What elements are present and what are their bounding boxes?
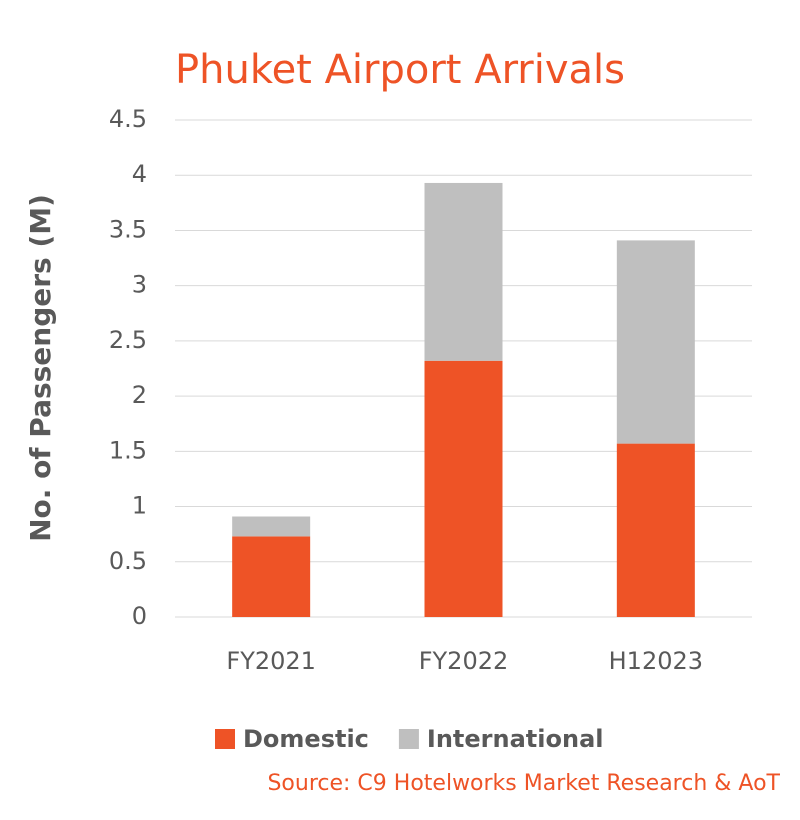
y-tick-label: 4.5 [109, 105, 147, 133]
y-tick-label: 4 [132, 160, 147, 188]
y-tick-label: 0.5 [109, 547, 147, 575]
bar-segment [616, 443, 695, 617]
bar-segment [232, 516, 311, 537]
y-tick-label: 1.5 [109, 436, 147, 464]
legend-swatch [398, 729, 419, 749]
legend-label: Domestic [243, 725, 369, 753]
legend-label: International [427, 725, 604, 753]
source-note: Source: C9 Hotelworks Market Research & … [267, 771, 780, 796]
y-tick-label: 3.5 [109, 215, 147, 243]
y-tick-label: 0 [132, 602, 147, 630]
bar-segment [232, 536, 311, 617]
chart-title: Phuket Airport Arrivals [175, 47, 625, 93]
y-tick-label: 2.5 [109, 326, 147, 354]
x-tick-label: H12023 [609, 647, 703, 675]
y-tick-label: 3 [132, 271, 147, 299]
y-tick-label: 2 [132, 381, 147, 409]
bar-segment [424, 360, 503, 617]
x-tick-label: FY2022 [419, 647, 509, 675]
y-tick-label: 1 [132, 492, 147, 520]
bar-segment [424, 182, 503, 361]
legend-swatch [215, 729, 235, 749]
x-tick-label: FY2021 [226, 647, 316, 675]
bar-segment [616, 240, 695, 444]
y-axis-label: No. of Passengers (M) [24, 194, 57, 542]
